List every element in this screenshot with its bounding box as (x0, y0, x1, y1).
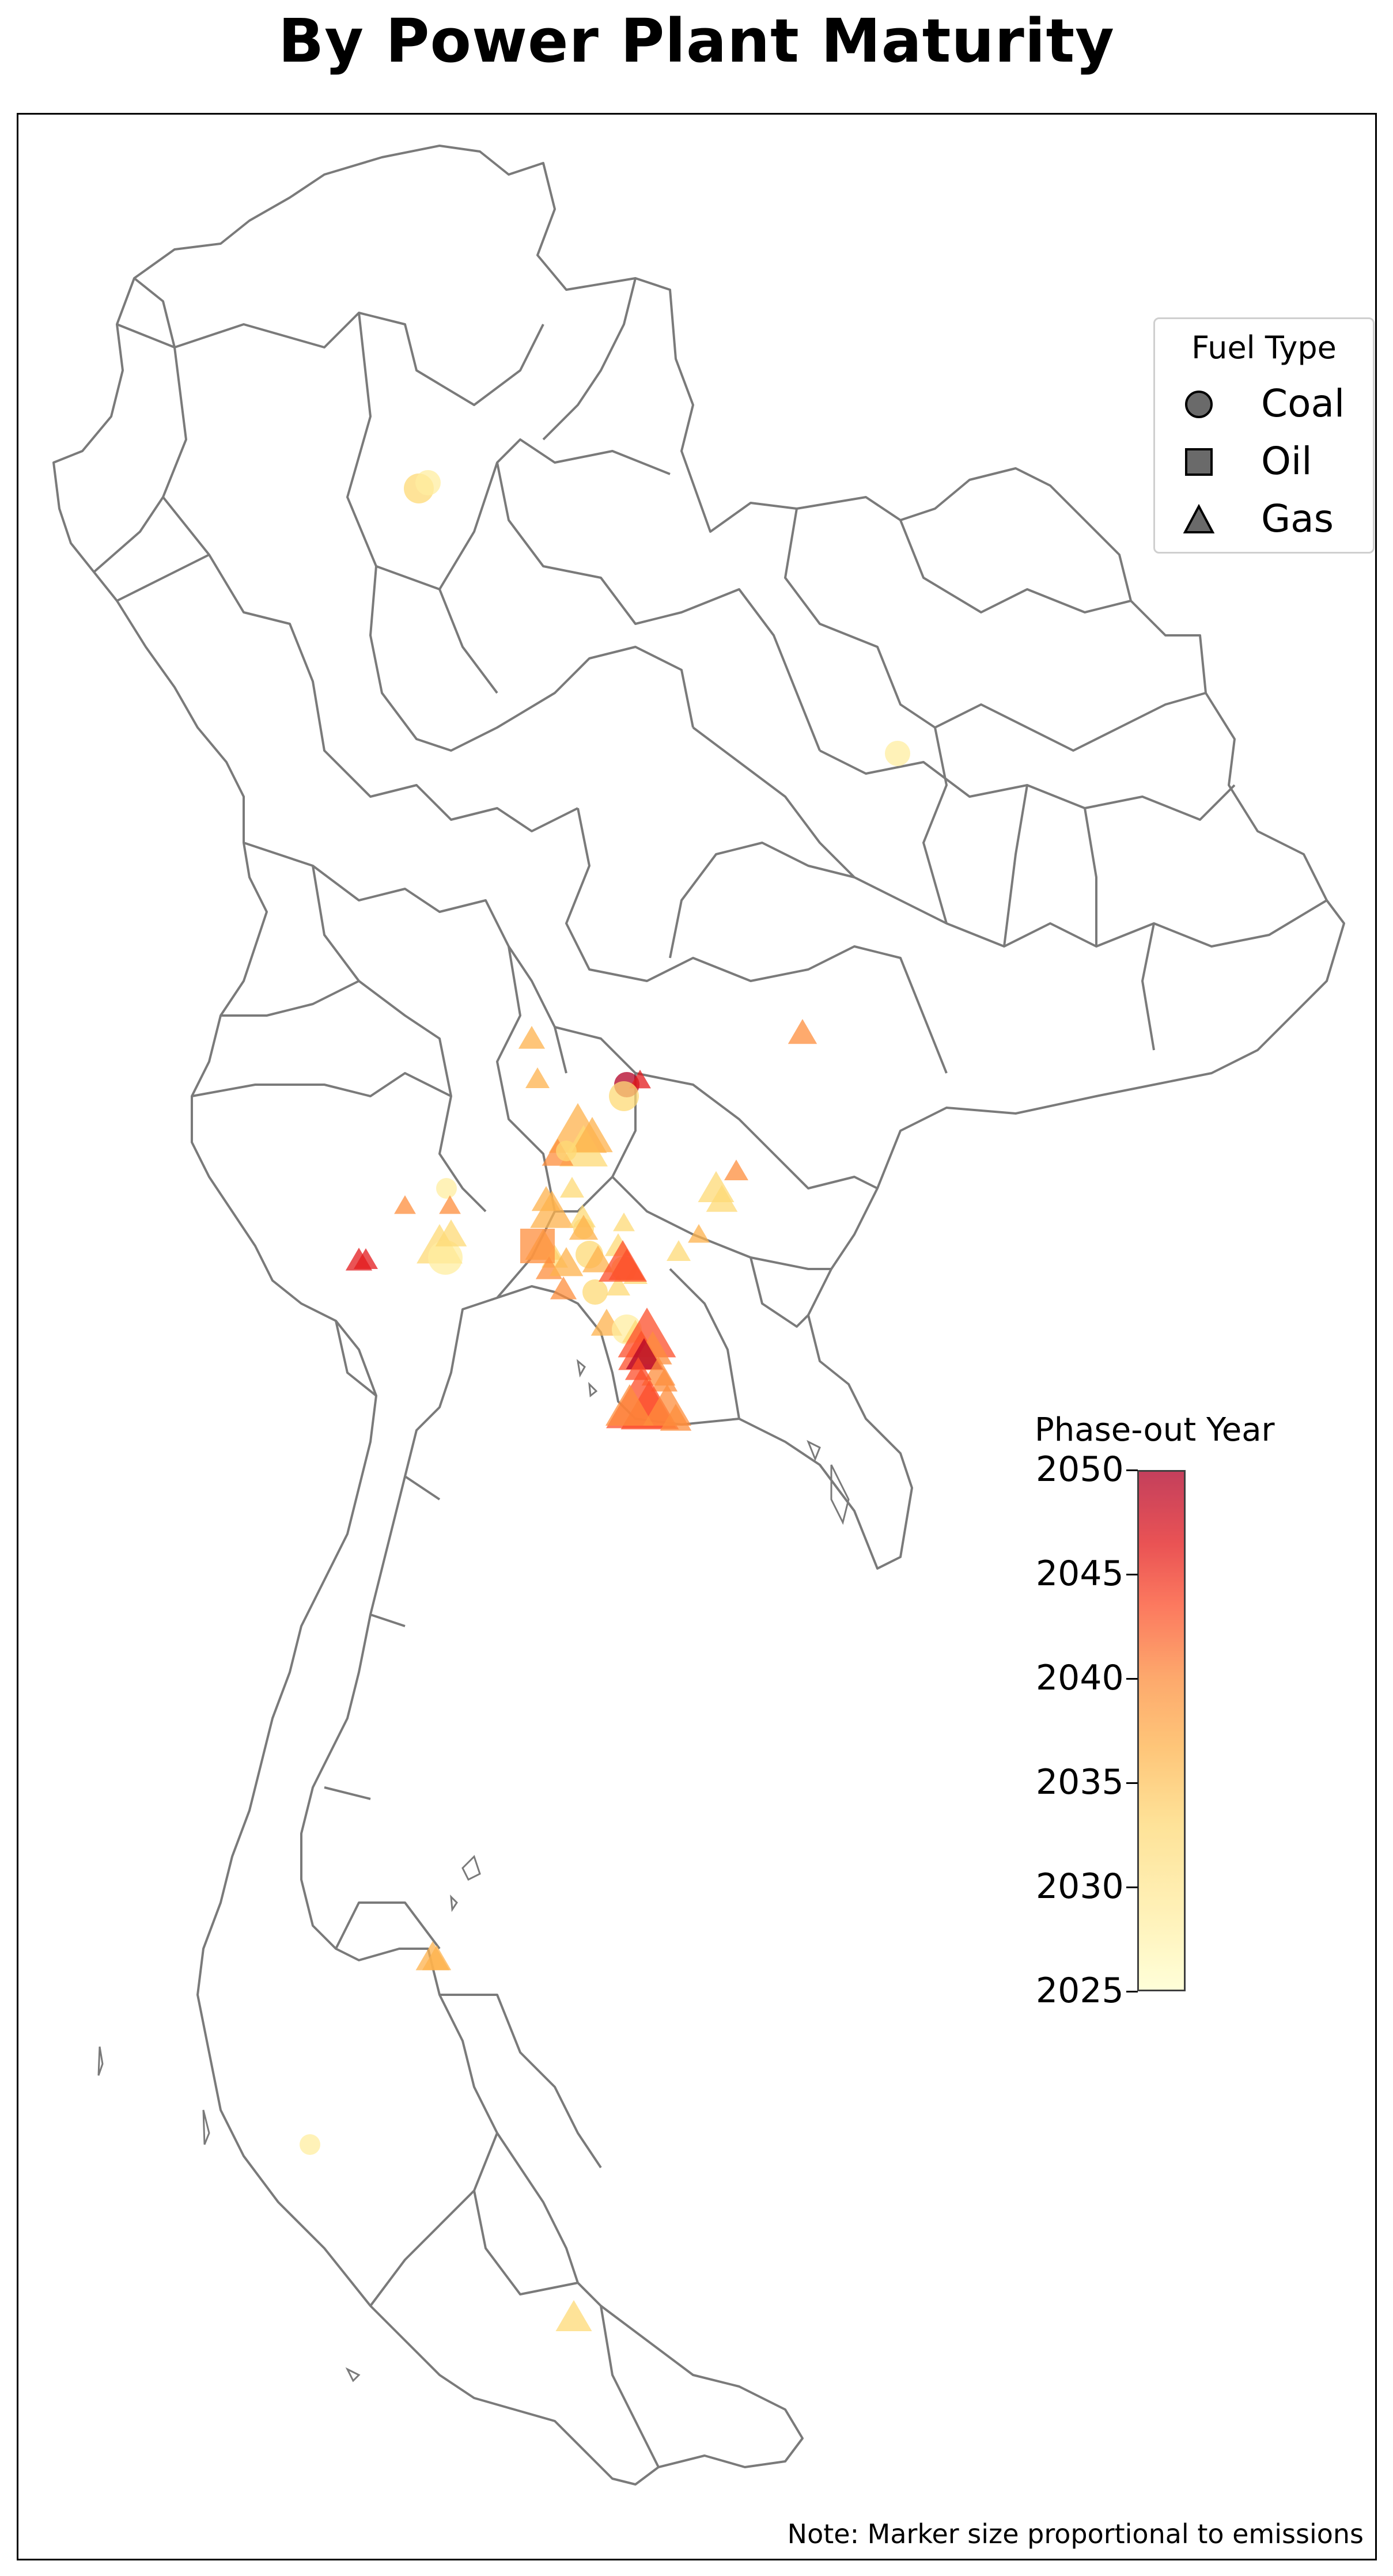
island (576, 1359, 586, 1378)
coal-plant-marker (556, 1141, 577, 1161)
colorbar-tick-mark (1126, 1886, 1138, 1888)
island (461, 1855, 481, 1881)
gas-plant-marker (560, 1177, 584, 1198)
gas-plant-marker (624, 1357, 652, 1380)
colorbar-tick-mark (1126, 1574, 1138, 1575)
gas-plant-marker (660, 1404, 692, 1431)
legend-label-oil: Oil (1261, 439, 1312, 483)
legend-item-oil: Oil (1183, 434, 1367, 490)
gas-plant-marker (518, 1026, 546, 1049)
colorbar-title: Phase-out Year (1035, 1411, 1275, 1449)
gas-plant-marker (525, 1067, 550, 1088)
island (588, 1381, 598, 1397)
gas-plant-marker (354, 1248, 378, 1269)
island (202, 2109, 210, 2145)
country-outline (52, 145, 1345, 2486)
gas-plant-marker (724, 1160, 748, 1180)
gas-plant-marker (394, 1195, 416, 1214)
colorbar-tick-mark (1126, 1991, 1138, 1992)
legend-title: Fuel Type (1191, 329, 1337, 366)
colorbar-tick-mark (1126, 1678, 1138, 1680)
oil-plant-marker (520, 1229, 555, 1263)
chart-title: By Power Plant Maturity (278, 6, 1115, 76)
legend-label-gas: Gas (1261, 497, 1334, 541)
island (830, 1464, 850, 1525)
gas-plant-marker (569, 1215, 599, 1240)
map-frame: Fuel Type Coal Oil Gas Note: Marker size… (17, 113, 1377, 2560)
island (97, 2046, 104, 2076)
coal-plant-marker (885, 741, 910, 766)
plant-markers-layer (300, 470, 910, 2331)
colorbar-tick-label: 2050 (1036, 1449, 1124, 1490)
gas-plant-marker (531, 1186, 561, 1211)
triangle-marker-icon (1183, 503, 1215, 533)
legend-item-coal: Coal (1183, 377, 1367, 432)
gas-plant-marker (613, 1213, 635, 1232)
coal-plant-marker (415, 470, 441, 495)
gas-plant-marker (618, 1308, 676, 1358)
gas-plant-marker (422, 1945, 452, 1971)
gas-plant-marker (667, 1240, 691, 1261)
square-marker-icon (1185, 448, 1213, 476)
colorbar-tick-label: 2035 (1036, 1762, 1124, 1802)
coal-plant-marker (436, 1178, 457, 1199)
map-canvas (52, 145, 1345, 2486)
gas-plant-marker (626, 1338, 663, 1369)
colorbar-tick-label: 2045 (1036, 1554, 1124, 1594)
colorbar-tick-mark (1126, 1782, 1138, 1784)
gas-plant-marker (435, 1219, 467, 1247)
gas-plant-marker (605, 1384, 654, 1426)
gas-plant-marker (650, 1369, 678, 1392)
map-note: Note: Marker size proportional to emissi… (787, 2518, 1364, 2550)
circle-marker-icon (1185, 391, 1213, 418)
coal-plant-marker (300, 2134, 320, 2155)
coal-plant-marker (428, 1240, 463, 1275)
colorbar-tick-label: 2040 (1036, 1658, 1124, 1698)
gas-plant-marker (550, 1276, 577, 1300)
colorbar-tick-label: 2025 (1036, 1971, 1124, 2011)
gas-plant-marker (606, 1275, 630, 1295)
gas-plant-marker (549, 1247, 584, 1276)
legend: Fuel Type Coal Oil Gas (1153, 317, 1375, 554)
gas-plant-marker (688, 1224, 710, 1243)
island (345, 2367, 361, 2382)
gas-plant-marker (608, 1249, 645, 1280)
gas-plant-marker (555, 2300, 592, 2331)
legend-item-gas: Gas (1183, 492, 1367, 547)
gas-plant-marker (706, 1185, 738, 1212)
colorbar-tick-label: 2030 (1036, 1866, 1124, 1907)
gas-plant-marker (439, 1195, 461, 1214)
legend-label-coal: Coal (1261, 381, 1345, 426)
coal-plant-marker (609, 1081, 639, 1111)
island (807, 1439, 821, 1462)
gas-plant-marker (582, 1245, 614, 1272)
gas-plant-marker (788, 1019, 817, 1044)
island (450, 1895, 458, 1912)
colorbar (1137, 1470, 1186, 1991)
gas-plant-marker (571, 1117, 613, 1153)
coal-plant-marker (582, 1279, 608, 1305)
gas-plant-marker (629, 1070, 651, 1089)
colorbar-tick-mark (1126, 1469, 1138, 1471)
